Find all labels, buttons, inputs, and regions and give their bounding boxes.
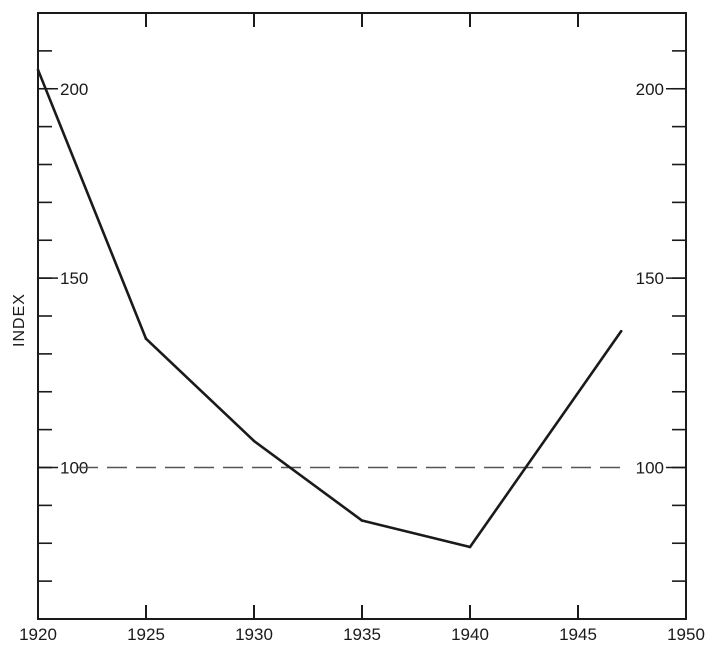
y-tick-label-right: 200 — [636, 80, 664, 99]
x-tick-label: 1945 — [559, 625, 597, 644]
data-point — [360, 519, 364, 522]
x-tick-label: 1930 — [235, 625, 273, 644]
y-axis-title: INDEX — [11, 293, 28, 347]
data-point — [468, 545, 472, 549]
data-point — [619, 329, 623, 333]
y-tick-label-left: 100 — [60, 459, 88, 478]
data-point — [144, 337, 148, 341]
plot-frame — [37, 12, 687, 620]
series-line-0 — [36, 69, 623, 549]
ticks-layer — [37, 13, 687, 619]
x-tick-label: 1940 — [451, 625, 489, 644]
labels-layer: 1920 1925 1930 1935 1940 1945 1950 100 100 150 150… — [19, 80, 705, 644]
y-tick-label-left: 200 — [60, 80, 88, 99]
y-tick-label-right: 100 — [636, 459, 664, 478]
x-tick-label: 1925 — [127, 625, 165, 644]
data-point — [252, 439, 256, 443]
data-point — [36, 68, 40, 72]
series-layer — [36, 68, 628, 549]
x-tick-label: 1920 — [19, 625, 57, 644]
x-tick-label: 1935 — [343, 625, 381, 644]
y-tick-label-left: 150 — [60, 269, 88, 288]
x-tick-label: 1950 — [667, 625, 705, 644]
y-tick-label-right: 150 — [636, 269, 664, 288]
